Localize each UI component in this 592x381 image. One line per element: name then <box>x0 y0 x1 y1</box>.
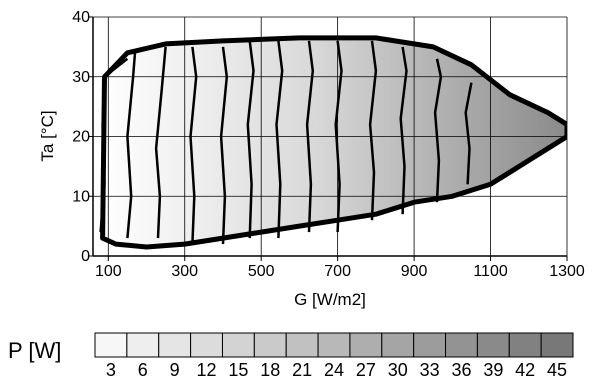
colorbar-label: 18 <box>260 360 280 380</box>
colorbar-label: 9 <box>170 360 180 380</box>
colorbar-swatch <box>540 332 574 358</box>
colorbar-swatch <box>221 332 255 358</box>
contour-line-33 <box>399 46 408 215</box>
contour-line-3 <box>99 57 129 233</box>
y-tick-label: 10 <box>72 188 90 205</box>
y-axis-ticks: 0 10 20 30 40 <box>72 9 93 265</box>
x-tick-label: 1100 <box>473 263 508 280</box>
colorbar <box>94 332 574 358</box>
colorbar-swatch <box>126 332 160 358</box>
y-tick-label: 30 <box>72 69 90 86</box>
colorbar-swatch <box>158 332 192 358</box>
colorbar-label: 15 <box>228 360 248 380</box>
contour-line-30 <box>368 40 378 221</box>
colorbar-label: 12 <box>197 360 217 380</box>
colorbar-swatch <box>445 332 478 358</box>
contour-line-9 <box>154 46 167 239</box>
colorbar-label: 42 <box>515 360 535 380</box>
x-tick-label: 700 <box>324 263 351 280</box>
colorbar-label: 3 <box>106 360 116 380</box>
x-tick-label: 100 <box>95 263 122 280</box>
colorbar-label: 24 <box>324 360 344 380</box>
contour-line-27 <box>334 40 343 233</box>
x-tick-label: 300 <box>171 263 198 280</box>
colorbar-label: 33 <box>420 360 440 380</box>
grid <box>93 16 568 257</box>
contour-region <box>100 35 567 250</box>
colorbar-labels: 3 6 9 12 15 18 21 24 27 30 33 36 39 42 45 <box>106 360 567 380</box>
y-tick-label: 40 <box>72 9 90 26</box>
contour-lines <box>99 40 473 245</box>
colorbar-swatch <box>317 332 351 358</box>
plot-area <box>100 35 567 250</box>
contour-line-24 <box>305 40 315 233</box>
colorbar-swatch <box>349 332 383 358</box>
y-axis-label: Ta [°C] <box>38 110 57 161</box>
x-axis-ticks: 100 300 500 700 900 1100 1300 <box>95 256 585 280</box>
colorbar-swatch <box>253 332 287 358</box>
colorbar-swatch <box>508 332 542 358</box>
colorbar-swatch <box>285 332 319 358</box>
colorbar-label: 30 <box>388 360 408 380</box>
colorbar-label: 39 <box>483 360 503 380</box>
colorbar-swatch <box>94 332 128 358</box>
colorbar-label: 45 <box>547 360 567 380</box>
y-tick-label: 0 <box>81 248 90 265</box>
colorbar-label: 27 <box>356 360 376 380</box>
x-tick-label: 900 <box>401 263 428 280</box>
contour-line-18 <box>246 40 255 239</box>
contour-line-36 <box>433 58 443 203</box>
contour-line-21 <box>275 40 284 239</box>
contour-line-39 <box>464 82 473 185</box>
x-tick-label: 1300 <box>549 263 585 280</box>
colorbar-label: 6 <box>138 360 148 380</box>
colorbar-swatch <box>476 332 510 358</box>
colorbar-label: 21 <box>292 360 312 380</box>
x-axis-label: G [W/m2] <box>294 290 366 309</box>
colorbar-swatch <box>381 332 415 358</box>
contour-line-12 <box>189 46 198 245</box>
colorbar-label: 36 <box>451 360 471 380</box>
colorbar-swatch <box>413 332 447 358</box>
contour-line-15 <box>219 46 229 245</box>
y-tick-label: 20 <box>72 129 90 146</box>
contour-line-6 <box>126 52 137 239</box>
colorbar-title: P [W] <box>8 338 61 363</box>
colorbar-swatch <box>190 332 223 358</box>
x-tick-label: 500 <box>248 263 275 280</box>
